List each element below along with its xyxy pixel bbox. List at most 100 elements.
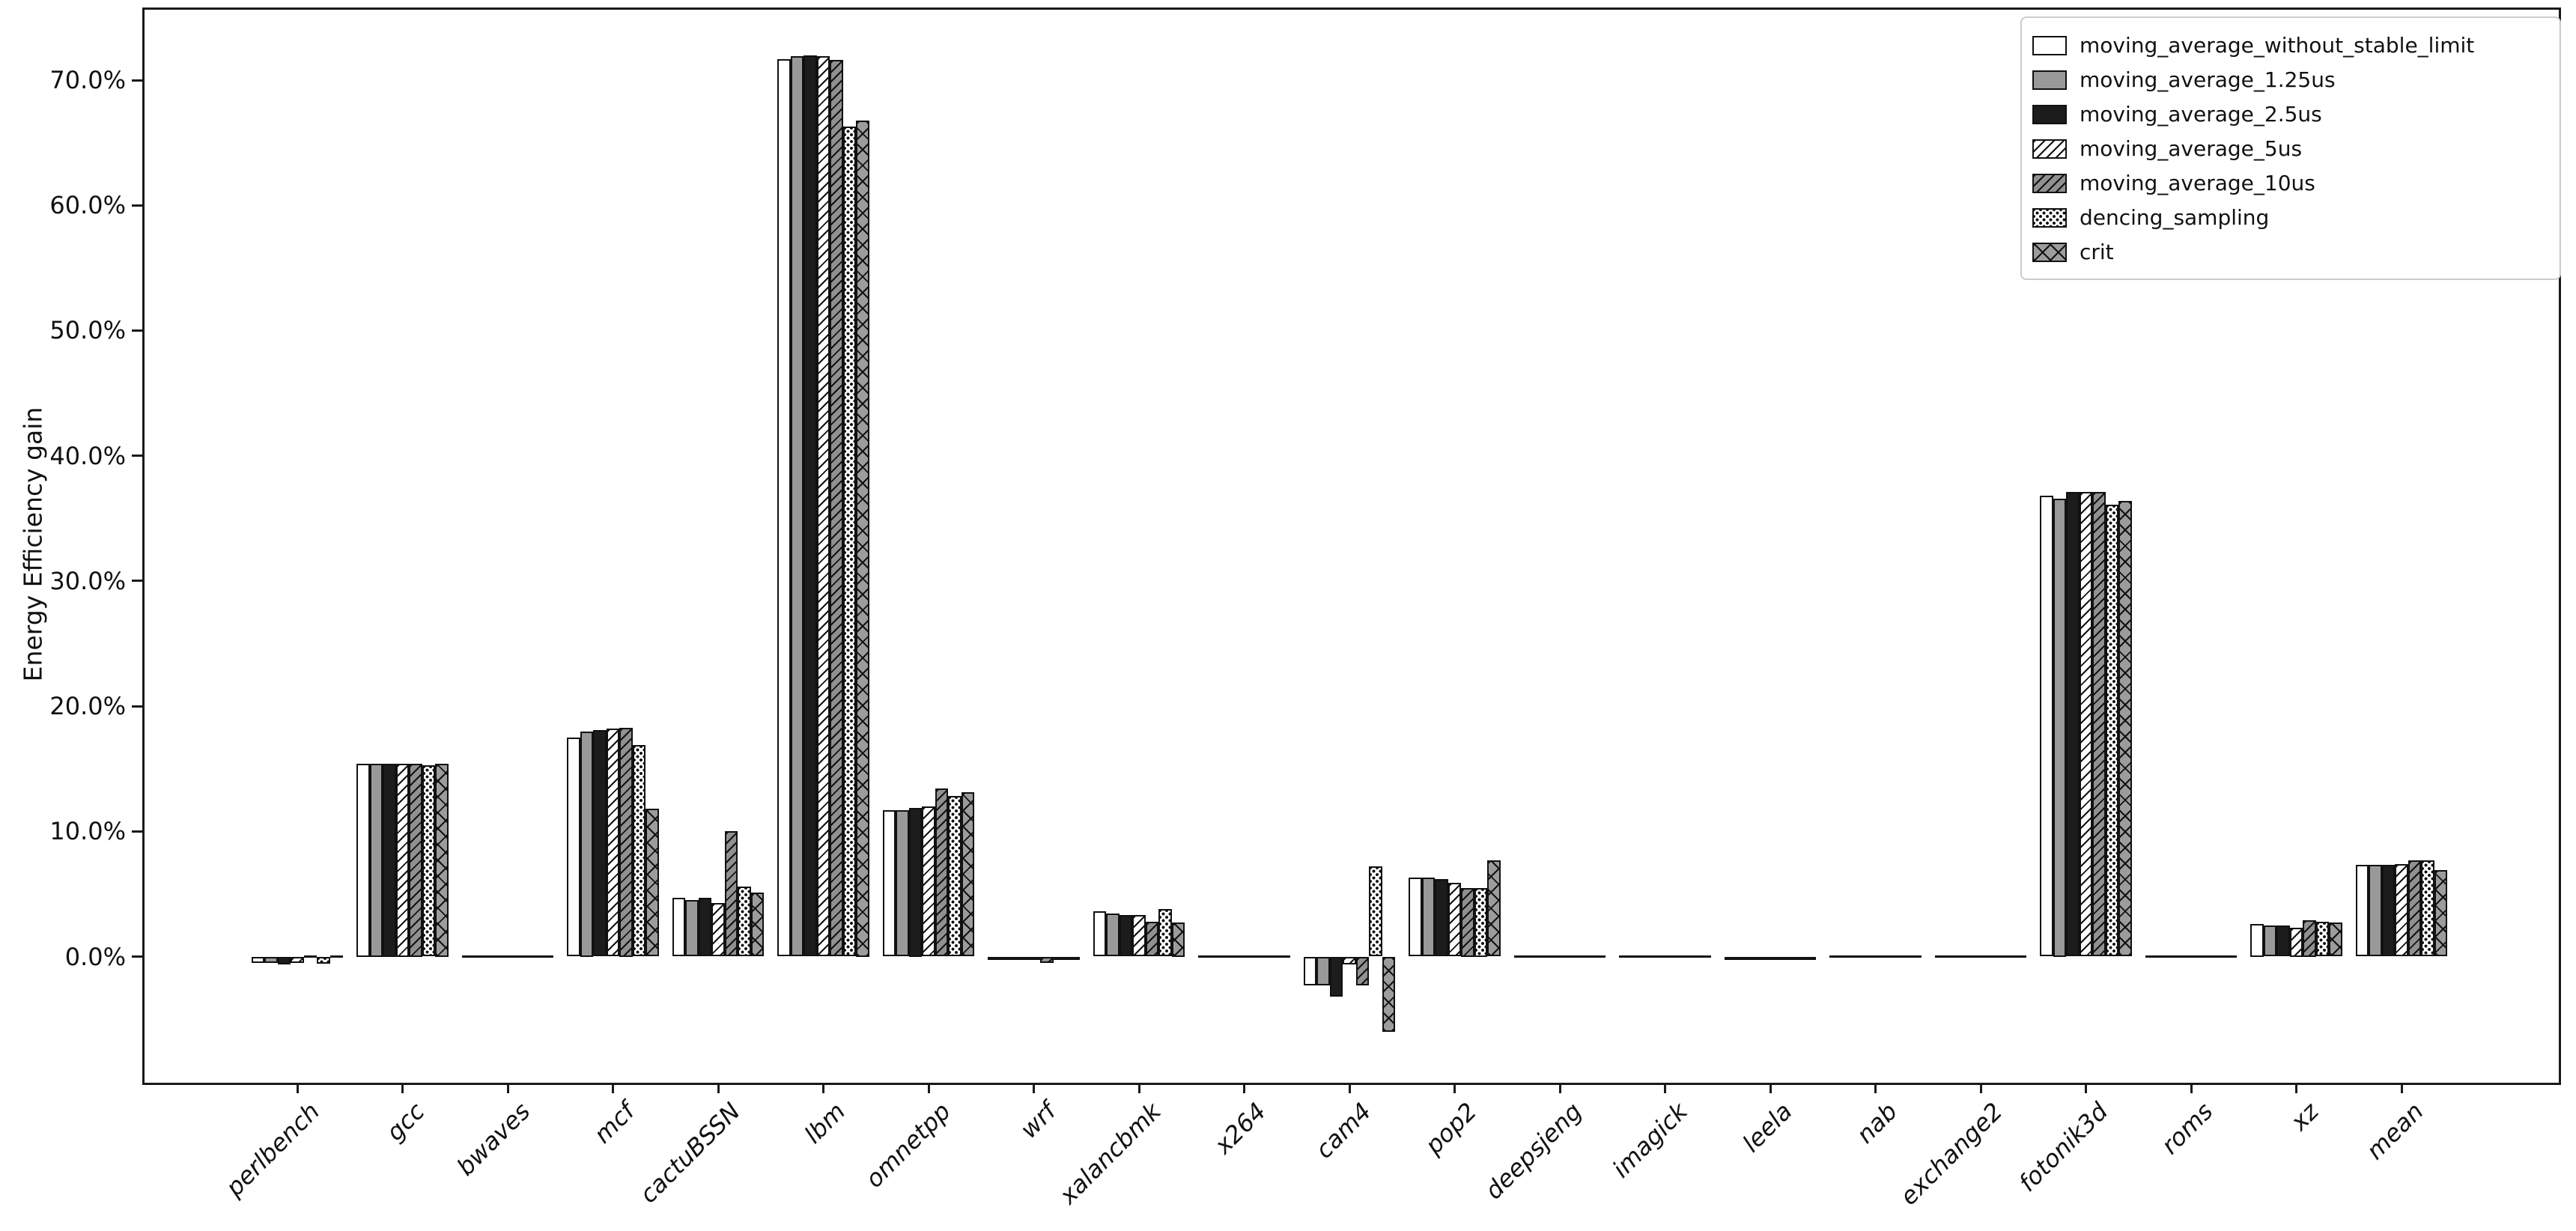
bar-moving_average_10us-cactuBSSN [724,831,738,957]
bar-moving_average_2.5us-cam4 [1329,956,1343,997]
bar-moving_average_1.25us-lbm [790,56,804,957]
y-tick-label-10.0%: 10.0% [49,817,126,846]
x-tick-label-mcf: mcf [589,1097,641,1149]
bar-dencing_sampling-nab [1895,955,1909,958]
bar-moving_average_10us-bwaves [514,955,528,958]
bar-moving_average_1.25us-leela [1737,956,1751,960]
bar-moving_average_2.5us-cactuBSSN [698,897,712,957]
bar-moving_average_10us-wrf [1040,956,1054,963]
bar-moving_average_without_stable_limit-wrf [988,956,1001,960]
bar-dencing_sampling-deepsjeng [1579,955,1593,958]
bar-moving_average_2.5us-roms [2171,955,2185,958]
bar-moving_average_5us-exchange2 [1974,955,1987,958]
bar-moving_average_2.5us-nab [1856,955,1869,958]
x-tick-label-imagick: imagick [1606,1097,1693,1184]
x-tick-label-fotonik3d: fotonik3d [2013,1097,2114,1197]
bar-moving_average_without_stable_limit-deepsjeng [1513,955,1528,958]
bar-moving_average_without_stable_limit-nab [1829,955,1843,958]
bar-crit-xalancbmk [1171,922,1185,957]
bar-dencing_sampling-pop2 [1474,887,1488,957]
x-tick-gcc [401,1083,404,1093]
bar-moving_average_5us-cam4 [1343,956,1356,965]
x-tick-xz [2295,1083,2297,1093]
x-tick-label-leela: leela [1737,1097,1798,1158]
bar-moving_average_1.25us-omnetpp [896,809,909,957]
bar-moving_average_2.5us-mean [2381,865,2396,957]
x-tick-xalancbmk [1137,1083,1140,1093]
bar-dencing_sampling-wrf [1053,956,1067,960]
legend-swatch-moving_average_1.25us [2032,70,2067,90]
bar-moving_average_5us-imagick [1658,955,1672,958]
bar-moving_average_10us-mean [2408,860,2422,957]
y-tick-60.0% [132,204,142,207]
y-tick-0.0% [132,955,142,958]
bar-moving_average_1.25us-wrf [1000,956,1015,960]
legend-item-moving_average_without_stable_limit: moving_average_without_stable_limit [2032,28,2548,63]
legend-swatch-dencing_sampling [2032,208,2067,228]
x-tick-cactuBSSN [717,1083,720,1093]
bar-moving_average_5us-omnetpp [922,806,935,957]
legend-swatch-moving_average_5us [2032,139,2067,159]
bar-dencing_sampling-leela [1790,956,1803,960]
bar-moving_average_without_stable_limit-x264 [1198,955,1212,958]
bar-dencing_sampling-gcc [422,765,436,957]
bar-crit-lbm [856,120,869,957]
bar-moving_average_without_stable_limit-lbm [777,58,791,957]
bar-moving_average_10us-roms [2197,955,2211,958]
bar-moving_average_10us-perlbench [303,955,318,958]
y-tick-50.0% [132,329,142,332]
legend-item-moving_average_1.25us: moving_average_1.25us [2032,63,2548,97]
bar-moving_average_10us-nab [1882,955,1895,958]
bar-crit-mcf [645,809,659,957]
bar-moving_average_without_stable_limit-perlbench [251,956,265,963]
x-tick-perlbench [296,1083,299,1093]
bar-crit-imagick [1698,955,1711,958]
bar-moving_average_without_stable_limit-pop2 [1409,878,1422,957]
legend-item-moving_average_5us: moving_average_5us [2032,132,2548,166]
x-tick-label-xz: xz [2285,1097,2324,1137]
bar-moving_average_without_stable_limit-mean [2355,865,2369,957]
bar-moving_average_without_stable_limit-xz [2250,924,2264,957]
x-tick-label-cam4: cam4 [1310,1097,1377,1164]
bar-moving_average_1.25us-deepsjeng [1527,955,1540,958]
x-tick-wrf [1033,1083,1035,1093]
bar-moving_average_10us-omnetpp [935,788,949,957]
bar-moving_average_2.5us-wrf [1014,956,1027,960]
bar-crit-x264 [1277,955,1290,958]
bar-dencing_sampling-xz [2315,921,2330,957]
bar-moving_average_5us-perlbench [291,956,304,963]
bar-moving_average_without_stable_limit-omnetpp [882,809,896,957]
x-tick-x264 [1243,1083,1245,1093]
x-tick-fotonik3d [2085,1083,2087,1093]
legend-label-moving_average_1.25us: moving_average_1.25us [2080,67,2336,92]
bar-moving_average_5us-gcc [395,764,410,957]
bar-moving_average_1.25us-roms [2158,955,2172,958]
bar-moving_average_1.25us-bwaves [475,955,488,958]
bar-moving_average_without_stable_limit-fotonik3d [2040,496,2053,957]
x-tick-label-perlbench: perlbench [219,1097,325,1203]
x-tick-label-x264: x264 [1209,1097,1272,1160]
bar-moving_average_2.5us-omnetpp [908,807,923,957]
bar-crit-bwaves [540,955,554,958]
bar-crit-fotonik3d [2118,500,2132,957]
bar-dencing_sampling-cam4 [1369,866,1382,957]
legend-label-moving_average_10us: moving_average_10us [2080,171,2315,195]
bar-moving_average_1.25us-cam4 [1316,956,1330,985]
bar-moving_average_10us-cam4 [1355,956,1370,985]
bar-crit-xz [2329,923,2342,957]
y-tick-40.0% [132,455,142,458]
y-tick-20.0% [132,705,142,708]
bar-moving_average_1.25us-perlbench [264,956,278,963]
bar-moving_average_5us-lbm [816,56,830,957]
bar-moving_average_5us-nab [1868,955,1883,958]
legend-label-dencing_sampling: dencing_sampling [2080,205,2270,230]
x-tick-label-nab: nab [1850,1097,1904,1149]
bar-moving_average_2.5us-xalancbmk [1119,915,1133,957]
bar-moving_average_without_stable_limit-roms [2145,955,2159,958]
bar-moving_average_without_stable_limit-xalancbmk [1093,911,1107,957]
legend-item-dencing_sampling: dencing_sampling [2032,201,2548,235]
x-tick-label-mean: mean [2360,1097,2429,1166]
y-tick-10.0% [132,830,142,833]
bar-moving_average_5us-x264 [1237,955,1251,958]
x-tick-exchange2 [1979,1083,1982,1093]
